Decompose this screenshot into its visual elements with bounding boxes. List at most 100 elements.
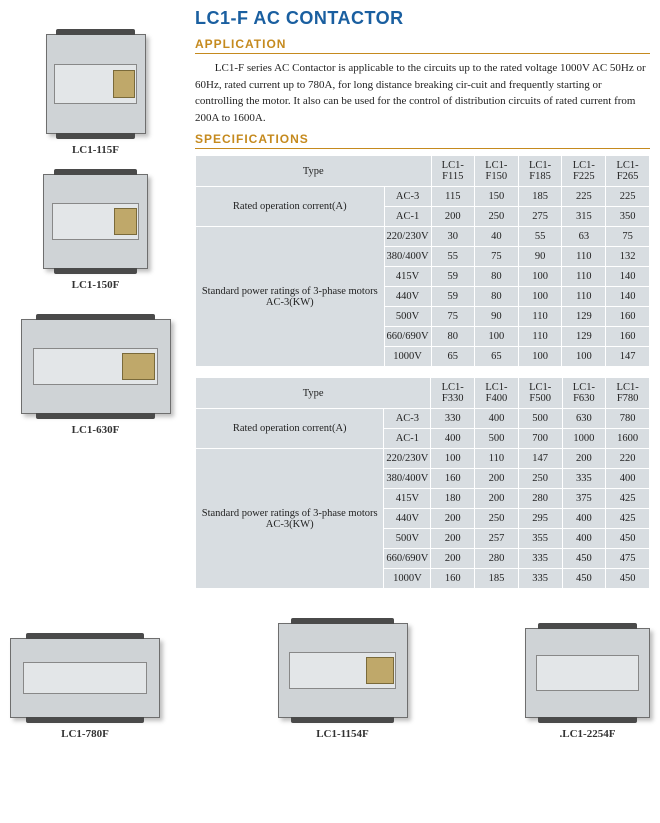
cell: 160	[431, 469, 475, 489]
device-image	[278, 623, 408, 718]
device-image	[43, 174, 148, 269]
cell: 80	[474, 267, 518, 287]
th-model: LC1-F265	[606, 156, 650, 187]
th-v: 1000V	[384, 569, 431, 589]
cell: 315	[562, 207, 606, 227]
cell: 275	[518, 207, 562, 227]
th-model: LC1-F400	[475, 378, 519, 409]
product-caption: .LC1-2254F	[525, 728, 650, 740]
product-caption: LC1-630F	[10, 424, 181, 436]
page-title: LC1-F AC CONTACTOR	[195, 8, 650, 29]
product-caption: LC1-780F	[10, 728, 160, 740]
cell: 250	[518, 469, 562, 489]
cell: 160	[431, 569, 475, 589]
cell: 140	[606, 287, 650, 307]
product-caption: LC1-150F	[10, 279, 181, 291]
cell: 55	[431, 247, 474, 267]
cell: 250	[475, 509, 519, 529]
cell: 110	[562, 287, 606, 307]
th-v: 1000V	[384, 347, 431, 367]
cell: 200	[431, 509, 475, 529]
cell: 65	[474, 347, 518, 367]
cell: 185	[518, 187, 562, 207]
th-v: 380/400V	[384, 469, 431, 489]
cell: 63	[562, 227, 606, 247]
product-figure-4: LC1-780F	[10, 638, 160, 740]
th-v: 220/230V	[384, 449, 431, 469]
th-std-power: Standard power ratings of 3-phase motors…	[196, 449, 384, 589]
th-model: LC1-F630	[562, 378, 606, 409]
cell: 375	[562, 489, 606, 509]
cell: 425	[606, 509, 650, 529]
product-figure-5: LC1-1154F	[278, 623, 408, 740]
cell: 59	[431, 287, 474, 307]
th-model: LC1-F225	[562, 156, 606, 187]
cell: 80	[431, 327, 474, 347]
cell: 335	[518, 569, 562, 589]
cell: 500	[518, 409, 562, 429]
cell: 400	[475, 409, 519, 429]
cell: 110	[475, 449, 519, 469]
cell: 475	[606, 549, 650, 569]
cell: 110	[518, 307, 562, 327]
cell: 280	[518, 489, 562, 509]
th-std-power: Standard power ratings of 3-phase motors…	[196, 227, 385, 367]
cell: 295	[518, 509, 562, 529]
th-rated-op: Rated operation corrent(A)	[196, 187, 385, 227]
cell: 200	[562, 449, 606, 469]
spec-table-2: Type LC1-F330 LC1-F400 LC1-F500 LC1-F630…	[195, 377, 650, 589]
cell: 225	[606, 187, 650, 207]
cell: 450	[562, 569, 606, 589]
cell: 700	[518, 429, 562, 449]
section-specifications: SPECIFICATIONS	[195, 132, 650, 149]
cell: 100	[518, 347, 562, 367]
th-v: 380/400V	[384, 247, 431, 267]
cell: 75	[474, 247, 518, 267]
cell: 500	[475, 429, 519, 449]
th-model: LC1-F780	[606, 378, 650, 409]
cell: 110	[562, 247, 606, 267]
spec-table-1: Type LC1-F115 LC1-F150 LC1-F185 LC1-F225…	[195, 155, 650, 367]
cell: 450	[562, 549, 606, 569]
cell: 400	[606, 469, 650, 489]
cell: 450	[606, 569, 650, 589]
cell: 180	[431, 489, 475, 509]
th-ac3: AC-3	[384, 187, 431, 207]
cell: 200	[475, 489, 519, 509]
cell: 100	[518, 267, 562, 287]
th-type: Type	[196, 378, 431, 409]
cell: 90	[518, 247, 562, 267]
th-ac1: AC-1	[384, 207, 431, 227]
cell: 75	[606, 227, 650, 247]
product-caption: LC1-1154F	[278, 728, 408, 740]
cell: 200	[431, 549, 475, 569]
th-model: LC1-F330	[431, 378, 475, 409]
th-ac3: AC-3	[384, 409, 431, 429]
cell: 185	[475, 569, 519, 589]
cell: 425	[606, 489, 650, 509]
device-image	[10, 638, 160, 718]
cell: 220	[606, 449, 650, 469]
cell: 200	[431, 207, 474, 227]
product-figure-2: LC1-150F	[10, 174, 181, 291]
th-rated-op: Rated operation corrent(A)	[196, 409, 384, 449]
product-figure-6: .LC1-2254F	[525, 628, 650, 740]
cell: 129	[562, 307, 606, 327]
cell: 400	[562, 529, 606, 549]
section-application: APPLICATION	[195, 37, 650, 54]
cell: 160	[606, 307, 650, 327]
cell: 65	[431, 347, 474, 367]
device-image	[525, 628, 650, 718]
cell: 147	[606, 347, 650, 367]
cell: 355	[518, 529, 562, 549]
th-v: 440V	[384, 509, 431, 529]
th-v: 500V	[384, 307, 431, 327]
cell: 200	[475, 469, 519, 489]
cell: 129	[562, 327, 606, 347]
cell: 59	[431, 267, 474, 287]
cell: 30	[431, 227, 474, 247]
device-image	[21, 319, 171, 414]
cell: 400	[431, 429, 475, 449]
cell: 350	[606, 207, 650, 227]
cell: 1000	[562, 429, 606, 449]
